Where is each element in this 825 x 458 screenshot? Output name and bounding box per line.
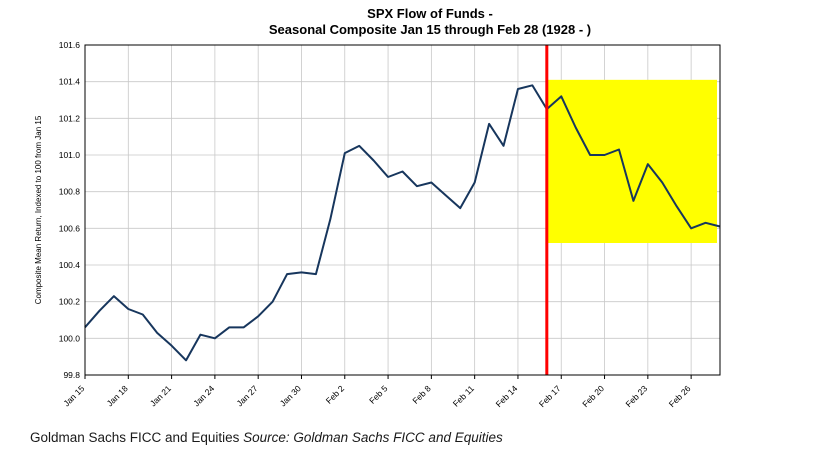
x-tick-label: Feb 20 <box>580 383 606 409</box>
x-tick-label: Feb 23 <box>623 383 649 409</box>
x-tick-label: Jan 27 <box>234 383 259 408</box>
y-tick-label: 100.4 <box>59 260 81 270</box>
source-text-italic: Source: Goldman Sachs FICC and Equities <box>243 430 503 445</box>
y-tick-label: 101.6 <box>59 40 81 50</box>
y-tick-label: 101.0 <box>59 150 81 160</box>
plot-area: 99.8 100.0 100.2 100.4 100.6 100.8 101.0 101.2 1… <box>59 40 721 409</box>
chart-title-line1: SPX Flow of Funds - <box>367 6 493 21</box>
highlight-region <box>546 79 717 243</box>
source-text: Goldman Sachs FICC and Equities <box>30 430 244 445</box>
data-line <box>84 84 721 362</box>
x-tick-label: Feb 17 <box>537 383 563 409</box>
x-tick-label: Jan 30 <box>278 383 303 408</box>
line-chart: SPX Flow of Funds - Seasonal Composite J… <box>34 6 721 409</box>
x-tick-label: Feb 14 <box>494 383 520 409</box>
plot-border <box>84 44 721 376</box>
x-tick-label: Jan 21 <box>148 383 173 408</box>
x-tick-label: Jan 18 <box>105 383 130 408</box>
x-tick-label: Feb 2 <box>324 383 347 406</box>
chart-title-line2: Seasonal Composite Jan 15 through Feb 28… <box>269 22 591 37</box>
y-tick-label: 101.2 <box>59 113 81 123</box>
y-tick-label: 100.0 <box>59 333 81 343</box>
y-axis-label: Composite Mean Return, Indexed to 100 fr… <box>34 115 43 304</box>
x-tick-label: Jan 24 <box>191 383 216 408</box>
y-tick-label: 101.4 <box>59 77 81 87</box>
x-tick-label: Jan 15 <box>61 383 86 408</box>
x-tick-label: Feb 26 <box>667 383 693 409</box>
x-tick-label: Feb 11 <box>451 383 477 409</box>
y-tick-label: 100.6 <box>59 223 81 233</box>
y-tick-label: 100.2 <box>59 297 81 307</box>
y-tick-label: 99.8 <box>63 370 80 380</box>
x-tick-label: Feb 8 <box>410 383 433 406</box>
source-footer: Goldman Sachs FICC and Equities Source: … <box>30 430 503 445</box>
x-tick-label: Feb 5 <box>367 383 390 406</box>
chart-figure: SPX Flow of Funds - Seasonal Composite J… <box>34 6 721 409</box>
y-tick-label: 100.8 <box>59 187 81 197</box>
